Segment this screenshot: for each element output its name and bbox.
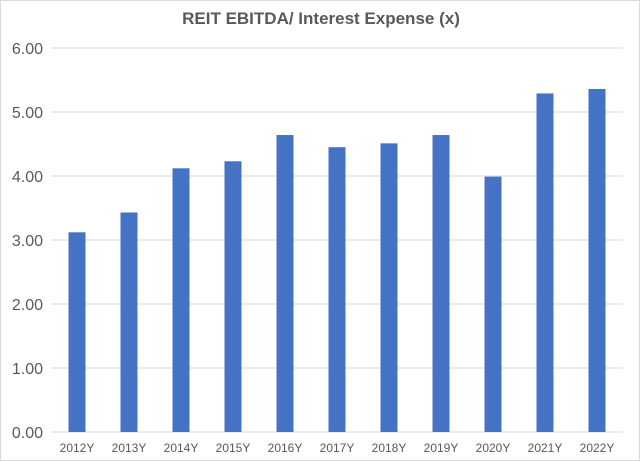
bar (224, 161, 242, 432)
bar (380, 143, 398, 433)
x-tick-label: 2012Y (60, 441, 95, 455)
x-tick-label: 2021Y (528, 441, 563, 455)
x-tick-label: 2016Y (268, 441, 303, 455)
bar (120, 212, 138, 432)
bar (328, 147, 346, 432)
x-tick-label: 2014Y (164, 441, 199, 455)
y-tick-label: 0.00 (12, 425, 43, 442)
y-tick-label: 4.00 (12, 169, 43, 186)
x-tick-label: 2020Y (476, 441, 511, 455)
bar (68, 232, 86, 432)
bar (172, 168, 190, 432)
x-tick-label: 2019Y (424, 441, 459, 455)
bar (276, 135, 294, 433)
bar (536, 93, 554, 432)
y-tick-label: 3.00 (12, 233, 43, 250)
y-tick-label: 2.00 (12, 297, 43, 314)
x-tick-label: 2015Y (216, 441, 251, 455)
chart-title: REIT EBITDA/ Interest Expense (x) (182, 9, 460, 28)
x-tick-label: 2013Y (112, 441, 147, 455)
y-tick-label: 5.00 (12, 105, 43, 122)
bar (588, 88, 606, 433)
x-tick-label: 2018Y (372, 441, 407, 455)
y-tick-label: 1.00 (12, 361, 43, 378)
y-tick-label: 6.00 (12, 41, 43, 58)
x-tick-label: 2017Y (320, 441, 355, 455)
bar (432, 135, 450, 433)
x-tick-label: 2022Y (580, 441, 615, 455)
bar (484, 176, 502, 432)
